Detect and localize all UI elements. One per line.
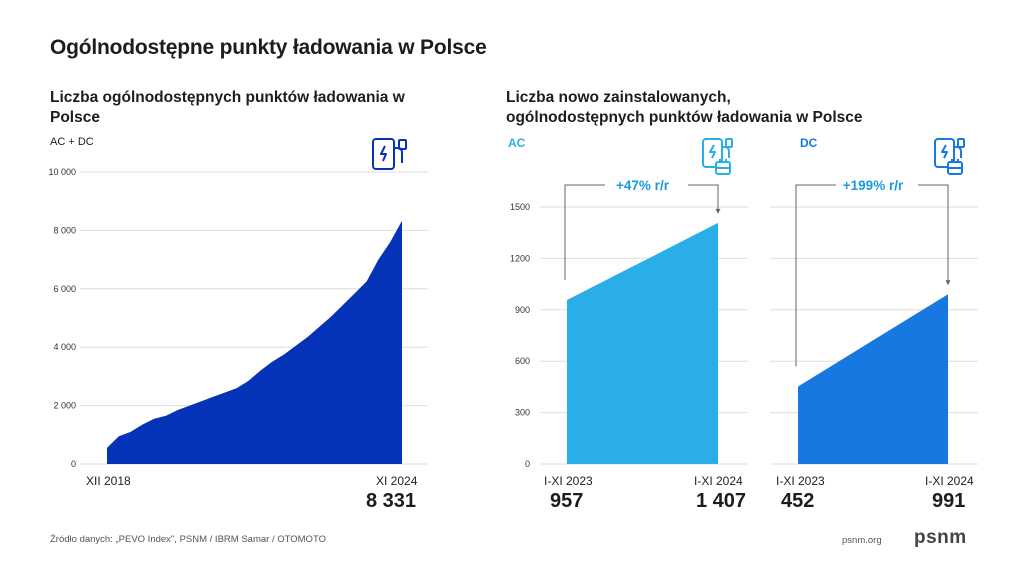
- dc-start-value: 452: [781, 490, 815, 512]
- ac-label: AC: [508, 136, 526, 150]
- page-title: Ogólnodostępne punkty ładowania w Polsce: [50, 36, 487, 59]
- dc-x-start: I-XI 2023: [776, 474, 825, 488]
- change-label: +47% r/r: [616, 178, 670, 193]
- site-link[interactable]: psnm.org: [842, 535, 882, 546]
- y-tick-label: 6 000: [53, 284, 76, 294]
- y-tick-label: 1500: [510, 202, 530, 212]
- change-bracket-right: [918, 184, 949, 283]
- data-source: Źródło danych: „PEVO Index", PSNM / IBRM…: [50, 534, 326, 545]
- y-tick-label: 10 000: [48, 167, 76, 177]
- dc-x-end: I-XI 2024: [925, 474, 974, 488]
- change-label: +199% r/r: [843, 178, 904, 193]
- ev-charger-icon: [372, 138, 407, 170]
- psnm-logo: psnm: [914, 527, 967, 548]
- y-tick-label: 4 000: [53, 342, 76, 352]
- change-bracket-right: [688, 184, 719, 211]
- dc-chart: +199% r/r: [770, 178, 978, 465]
- right-subtitle: Liczba nowo zainstalowanych, ogólnodostę…: [506, 89, 863, 126]
- change-bracket-left: [795, 184, 836, 367]
- ac-end-value: 1 407: [696, 490, 747, 512]
- left-series-label: AC + DC: [50, 136, 94, 148]
- change-arrowhead: [945, 280, 951, 286]
- ac-x-end: I-XI 2024: [694, 474, 743, 488]
- dc-label: DC: [800, 136, 818, 150]
- total-area-series: [107, 220, 402, 464]
- ac-start-value: 957: [550, 490, 584, 512]
- y-tick-label: 2 000: [53, 401, 76, 411]
- total-chargers-chart: 0 2 000 4 000 6 000 8 000 10 000: [48, 167, 428, 469]
- change-arrowhead: [715, 208, 721, 214]
- ac-chart: 0 300 600 900 1200 1500 +47% r/r: [510, 178, 748, 469]
- y-tick-label: 900: [515, 305, 530, 315]
- left-end-value: 8 331: [366, 490, 417, 512]
- y-tick-label: 1200: [510, 253, 530, 263]
- ac-x-start: I-XI 2023: [544, 474, 593, 488]
- dc-end-value: 991: [932, 490, 966, 512]
- change-bracket-left: [564, 184, 605, 281]
- y-tick-label: 0: [71, 459, 76, 469]
- area-series: [798, 294, 948, 464]
- y-tick-label: 0: [525, 459, 530, 469]
- left-subtitle: Liczba ogólnodostępnych punktów ładowani…: [50, 89, 405, 126]
- ev-charger-dc-icon: [934, 138, 965, 175]
- y-tick-label: 600: [515, 356, 530, 366]
- y-tick-label: 300: [515, 408, 530, 418]
- y-tick-label: 8 000: [53, 225, 76, 235]
- ev-charger-ac-icon: [702, 138, 733, 175]
- area-series: [567, 222, 718, 464]
- left-x-end: XI 2024: [376, 474, 418, 488]
- left-x-start: XII 2018: [86, 474, 131, 488]
